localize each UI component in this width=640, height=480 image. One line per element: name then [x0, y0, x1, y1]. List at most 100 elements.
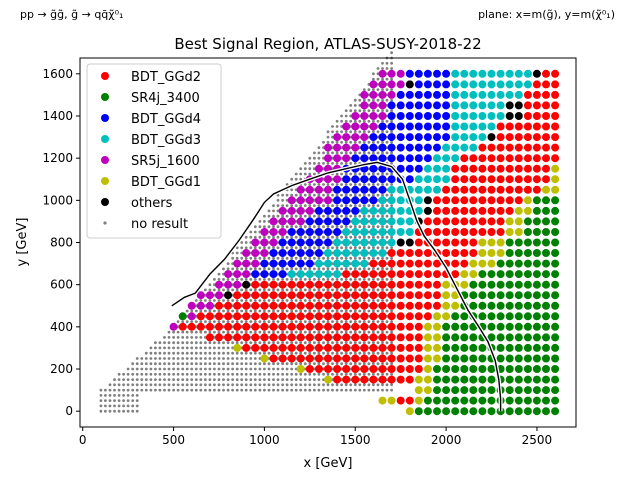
point-bdt-ggd2 — [505, 122, 514, 131]
no-result-point — [176, 367, 180, 371]
point-bdt-ggd2 — [423, 228, 432, 236]
no-result-point — [322, 362, 325, 366]
no-result-point — [276, 330, 280, 334]
no-result-point — [308, 256, 312, 260]
point-sr4j-3400 — [451, 333, 460, 342]
point-bdt-ggd3 — [442, 154, 451, 163]
no-result-point — [299, 278, 303, 281]
point-bdt-ggd3 — [396, 217, 405, 226]
no-result-point — [267, 378, 271, 381]
no-result-point — [326, 225, 330, 229]
point-bdt-ggd4 — [433, 80, 441, 89]
no-result-point — [381, 320, 384, 323]
point-bdt-ggd2 — [360, 333, 369, 342]
point-bdt-ggd2 — [433, 280, 441, 289]
no-result-point — [231, 372, 235, 376]
no-result-point — [353, 119, 357, 123]
point-sr4j-3400 — [505, 291, 514, 300]
point-others — [505, 101, 514, 110]
point-sr4j-3400 — [532, 343, 541, 352]
point-bdt-ggd3 — [360, 259, 369, 268]
point-bdt-ggd2 — [460, 164, 469, 173]
no-result-point — [263, 220, 266, 223]
point-bdt-ggd2 — [405, 249, 414, 257]
point-bdt-ggd3 — [387, 238, 396, 247]
no-result-point — [390, 51, 393, 55]
no-result-point — [340, 246, 343, 250]
no-result-point — [163, 351, 166, 355]
no-result-point — [335, 383, 339, 387]
no-result-point — [108, 388, 112, 392]
no-result-point — [385, 193, 389, 197]
no-result-point — [313, 288, 316, 292]
point-bdt-ggd2 — [414, 343, 423, 352]
point-sr4j-3400 — [460, 365, 469, 373]
no-result-point — [281, 378, 284, 381]
no-result-point — [390, 119, 393, 123]
legend-marker-others — [101, 198, 109, 206]
point-bdt-ggd4 — [324, 228, 332, 236]
point-bdt-ggd2 — [542, 154, 550, 163]
no-result-point — [185, 357, 189, 360]
no-result-point — [344, 341, 348, 345]
no-result-point — [226, 362, 230, 366]
no-result-point — [317, 288, 321, 292]
no-result-point — [281, 330, 284, 334]
no-result-point — [213, 346, 216, 350]
point-sr4j-3400 — [451, 386, 460, 395]
point-bdt-ggd2 — [469, 185, 478, 194]
point-bdt-ggd4 — [378, 154, 387, 163]
no-result-point — [308, 320, 312, 323]
exclusion-line — [171, 161, 502, 412]
no-result-point — [362, 193, 366, 197]
point-sr5j-1600 — [278, 217, 287, 226]
no-result-point — [244, 320, 248, 323]
no-result-point — [194, 372, 198, 376]
point-sr5j-1600 — [296, 185, 305, 194]
point-bdt-ggd2 — [496, 185, 505, 194]
no-result-point — [317, 372, 321, 376]
point-bdt-ggd4 — [396, 112, 405, 120]
no-result-point — [158, 388, 162, 392]
no-result-point — [294, 299, 298, 302]
point-bdt-ggd2 — [269, 322, 278, 331]
no-result-point — [299, 288, 303, 292]
no-result-point — [353, 162, 357, 165]
no-result-point — [372, 299, 375, 302]
no-result-point — [199, 330, 203, 334]
no-result-point — [390, 278, 393, 281]
no-result-point — [340, 151, 343, 155]
no-result-point — [135, 404, 139, 408]
no-result-point — [362, 267, 366, 271]
point-bdt-ggd3 — [423, 164, 432, 173]
point-bdt-ggd2 — [496, 206, 505, 215]
no-result-point — [326, 135, 330, 139]
no-result-point — [390, 288, 393, 292]
point-bdt-ggd2 — [260, 291, 269, 300]
no-result-point — [344, 225, 348, 229]
point-bdt-ggd3 — [451, 69, 460, 78]
point-sr4j-3400 — [460, 333, 469, 342]
point-bdt-ggd2 — [542, 90, 550, 99]
point-sr5j-1600 — [251, 238, 260, 247]
point-bdt-ggd3 — [369, 217, 378, 226]
point-bdt-ggd4 — [251, 270, 260, 279]
point-bdt-ggd2 — [532, 143, 541, 152]
no-result-point — [163, 383, 166, 387]
point-bdt-ggd2 — [414, 291, 423, 300]
point-bdt-ggd4 — [369, 185, 378, 194]
no-result-point — [149, 351, 153, 355]
point-bdt-ggd2 — [532, 154, 541, 163]
no-result-point — [176, 320, 180, 323]
no-result-point — [217, 288, 221, 292]
no-result-point — [163, 378, 166, 381]
no-result-point — [213, 388, 216, 392]
no-result-point — [263, 214, 266, 218]
point-bdt-ggd2 — [287, 333, 296, 342]
no-result-point — [376, 235, 380, 239]
no-result-point — [231, 378, 235, 381]
point-bdt-ggd3 — [433, 185, 441, 194]
no-result-point — [258, 220, 262, 223]
no-result-point — [163, 341, 166, 345]
no-result-point — [349, 267, 353, 271]
